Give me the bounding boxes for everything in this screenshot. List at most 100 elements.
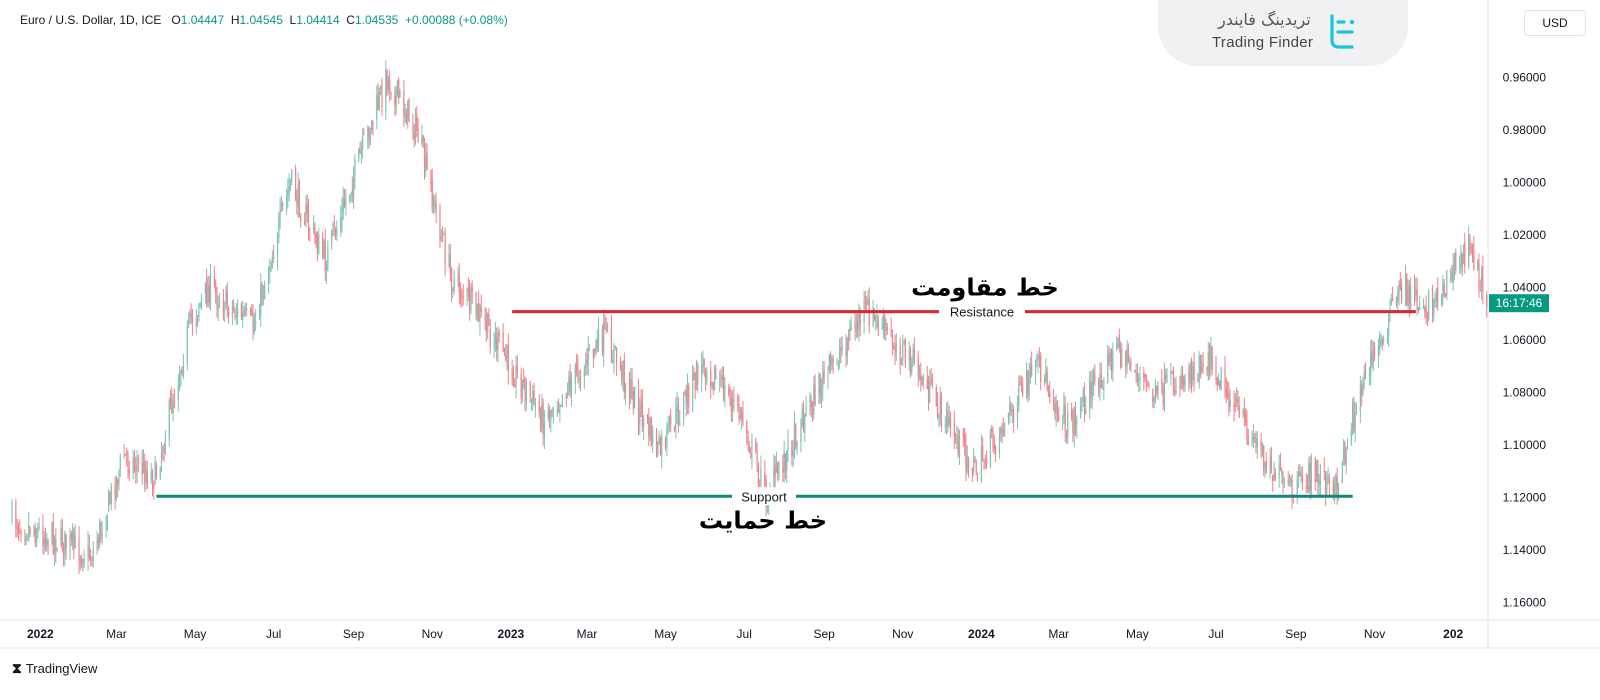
candle-body	[127, 456, 129, 467]
candle-body	[1210, 343, 1212, 366]
candle-body	[840, 348, 842, 352]
candle-body	[1011, 409, 1013, 411]
candle-body	[867, 300, 869, 305]
candle-body	[141, 462, 143, 475]
candle-body	[1328, 480, 1331, 485]
candle-body	[884, 314, 886, 331]
candle-body	[1229, 399, 1231, 407]
candle-body	[704, 370, 707, 378]
candle-body	[405, 113, 408, 125]
candle-body	[1161, 378, 1163, 387]
candle-body	[1126, 348, 1128, 367]
candle-body	[1319, 466, 1322, 484]
candle-body	[289, 179, 292, 188]
candle-body	[552, 414, 555, 416]
tradingview-footer[interactable]: ⧗ TradingView	[12, 660, 97, 677]
candle-body	[541, 404, 543, 429]
candle-body	[128, 469, 130, 474]
candle-body	[621, 365, 623, 381]
candle-body	[795, 423, 797, 448]
candle-body	[603, 322, 605, 354]
candle-body	[1109, 352, 1111, 362]
candle-body	[74, 536, 76, 549]
candle-body	[1081, 402, 1083, 404]
candle-body	[119, 457, 121, 469]
candle-body	[1166, 375, 1168, 382]
candle-body	[1065, 434, 1068, 438]
candle-body	[343, 200, 346, 206]
candle-body	[774, 463, 776, 477]
candle-body	[623, 360, 625, 393]
candle-body	[353, 178, 355, 198]
candle-body	[837, 365, 839, 367]
candle-body	[956, 436, 958, 438]
candle-body	[168, 400, 170, 439]
candle-body	[1228, 392, 1230, 410]
candle-body	[17, 526, 20, 532]
candle-body	[153, 484, 155, 488]
candle-body	[666, 427, 668, 446]
candle-body	[246, 308, 248, 311]
candle-body	[1201, 366, 1203, 374]
candle-body	[181, 367, 183, 373]
candle-body	[730, 397, 732, 412]
candle-body	[1238, 405, 1240, 418]
candle-body	[1446, 270, 1448, 296]
candle-body	[1359, 385, 1361, 412]
candle-body	[994, 446, 997, 451]
candle-body	[440, 236, 442, 239]
candle-body	[1415, 289, 1417, 297]
candle-body	[913, 349, 915, 360]
candle-body	[25, 538, 27, 542]
candle-body	[204, 282, 206, 293]
candle-body	[1219, 380, 1221, 389]
candle-body	[73, 528, 75, 548]
candle-body	[1473, 248, 1475, 271]
candle-body	[1433, 298, 1435, 316]
candle-body	[276, 239, 279, 263]
candle-body	[1440, 294, 1443, 305]
candle-body	[801, 408, 803, 427]
candle-body	[279, 207, 281, 219]
candle-body	[1442, 281, 1444, 297]
candle-body	[664, 438, 667, 448]
candle-body	[1156, 385, 1158, 394]
candle-body	[706, 370, 708, 382]
candle-body	[832, 358, 834, 363]
candle-body	[1255, 439, 1257, 448]
candle-body	[126, 450, 128, 455]
candle-body	[991, 428, 993, 432]
candle-body	[818, 375, 820, 404]
candle-body	[1192, 366, 1194, 380]
candle-body	[19, 528, 21, 530]
candle-body	[931, 378, 934, 385]
candle-body	[479, 308, 481, 323]
candle-body	[1094, 373, 1096, 381]
candle-body	[404, 114, 406, 118]
candle-body	[453, 278, 455, 291]
candle-body	[240, 304, 243, 319]
candle-body	[1211, 347, 1213, 371]
candle-body	[323, 244, 325, 258]
candle-body	[349, 194, 351, 201]
candle-body	[1165, 374, 1167, 380]
candle-body	[244, 309, 246, 312]
low-label: L	[289, 13, 297, 27]
candle-body	[1251, 437, 1253, 443]
candle-body	[810, 400, 812, 407]
candle-body	[1327, 476, 1329, 481]
candle-body	[307, 210, 310, 228]
candle-body	[720, 379, 722, 383]
candle-body	[461, 296, 463, 299]
candle-body	[992, 430, 994, 444]
candle-body	[109, 493, 111, 503]
candle-body	[955, 438, 957, 441]
candle-body	[340, 216, 342, 232]
candle-body	[613, 349, 615, 362]
candle-body	[1370, 352, 1372, 376]
symbol-title[interactable]: Euro / U.S. Dollar, 1D, ICE	[20, 13, 162, 27]
currency-button[interactable]: USD	[1524, 10, 1586, 36]
candle-body	[1345, 448, 1347, 465]
resistance-label-bg	[939, 302, 1025, 321]
